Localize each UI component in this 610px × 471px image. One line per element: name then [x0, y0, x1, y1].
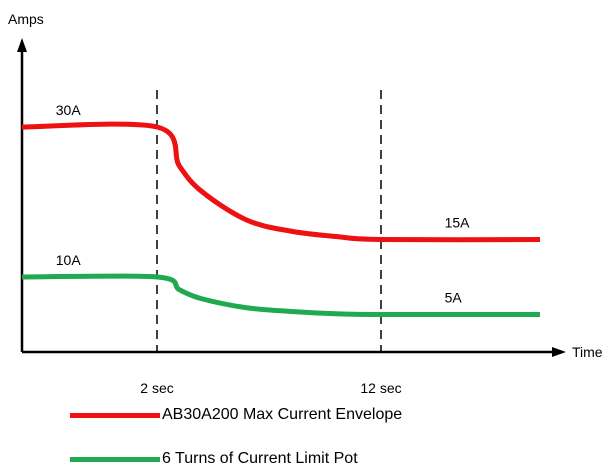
legend-item: 6 Turns of Current Limit Pot — [70, 449, 358, 469]
legend-label: 6 Turns of Current Limit Pot — [162, 450, 358, 467]
legend-item: AB30A200 Max Current Envelope — [70, 405, 402, 425]
y-axis-label: Amps — [8, 11, 44, 27]
x-axis-arrow — [552, 347, 566, 357]
series-line — [21, 273, 541, 318]
x-tick-label: 2 sec — [140, 380, 173, 396]
axes: Amps Time — [8, 11, 603, 360]
y-axis-arrow — [17, 38, 27, 52]
x-tick-label: 12 sec — [360, 380, 401, 396]
x-axis-label: Time — [572, 344, 603, 360]
legend-label: AB30A200 Max Current Envelope — [162, 406, 403, 423]
data-label: 15A — [445, 215, 471, 231]
legend-swatch — [70, 456, 160, 462]
legend-swatch — [70, 412, 160, 418]
series-line — [21, 121, 541, 243]
data-label: 30A — [56, 102, 82, 118]
data-label: 10A — [56, 252, 82, 268]
data-label: 5A — [445, 290, 463, 306]
